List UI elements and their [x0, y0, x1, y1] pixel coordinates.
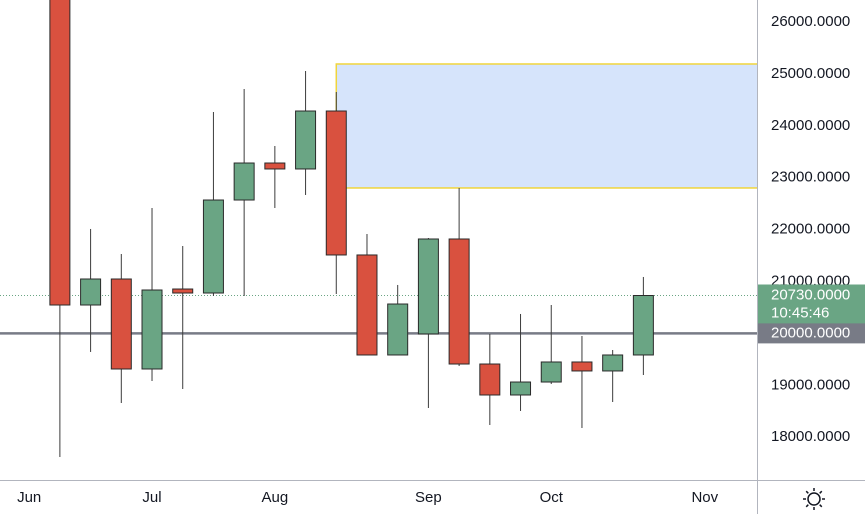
candle-body [172, 288, 194, 294]
theme-icon[interactable] [803, 488, 825, 510]
candle-body [141, 289, 163, 370]
candle-body [356, 254, 378, 356]
candle-body [417, 238, 439, 335]
hline-price-box [758, 323, 865, 344]
countdown-label: 10:45:46 [771, 304, 829, 321]
x-tick-label: Aug [262, 489, 289, 506]
candle-body [571, 361, 593, 372]
y-tick-label: 24000.0000 [771, 117, 850, 134]
y-tick-label: 18000.0000 [771, 428, 850, 445]
candle-body [479, 363, 501, 396]
candle-body [602, 354, 624, 372]
candle-body [387, 303, 409, 356]
candle-body [202, 199, 224, 294]
y-tick-label: 26000.0000 [771, 13, 850, 30]
candle-body [110, 278, 132, 370]
x-tick-label: Sep [415, 489, 442, 506]
last-price-box [758, 284, 865, 325]
candle-body [295, 110, 317, 170]
x-tick-label: Jun [17, 489, 41, 506]
plot-area [0, 0, 757, 457]
axes: 18000.000019000.000020000.000021000.0000… [17, 13, 865, 506]
x-tick-label: Jul [142, 489, 161, 506]
candle-body [540, 361, 562, 383]
candle-body [632, 295, 654, 356]
zone [335, 63, 757, 189]
last-price-label: 20730.0000 [771, 286, 850, 303]
candle-body [233, 162, 255, 201]
candle-body [49, 0, 71, 306]
y-tick-label: 23000.0000 [771, 169, 850, 186]
x-tick-label: Nov [691, 489, 718, 506]
hline-price-label: 20000.0000 [771, 324, 850, 341]
candle-body [80, 278, 102, 306]
candle-body [448, 238, 470, 365]
y-tick-label: 19000.0000 [771, 376, 850, 393]
candle-body [325, 110, 347, 256]
y-tick-label: 25000.0000 [771, 65, 850, 82]
candle-body [510, 381, 532, 396]
y-tick-label: 22000.0000 [771, 221, 850, 238]
x-tick-label: Oct [540, 489, 564, 506]
candle-body [264, 162, 286, 170]
